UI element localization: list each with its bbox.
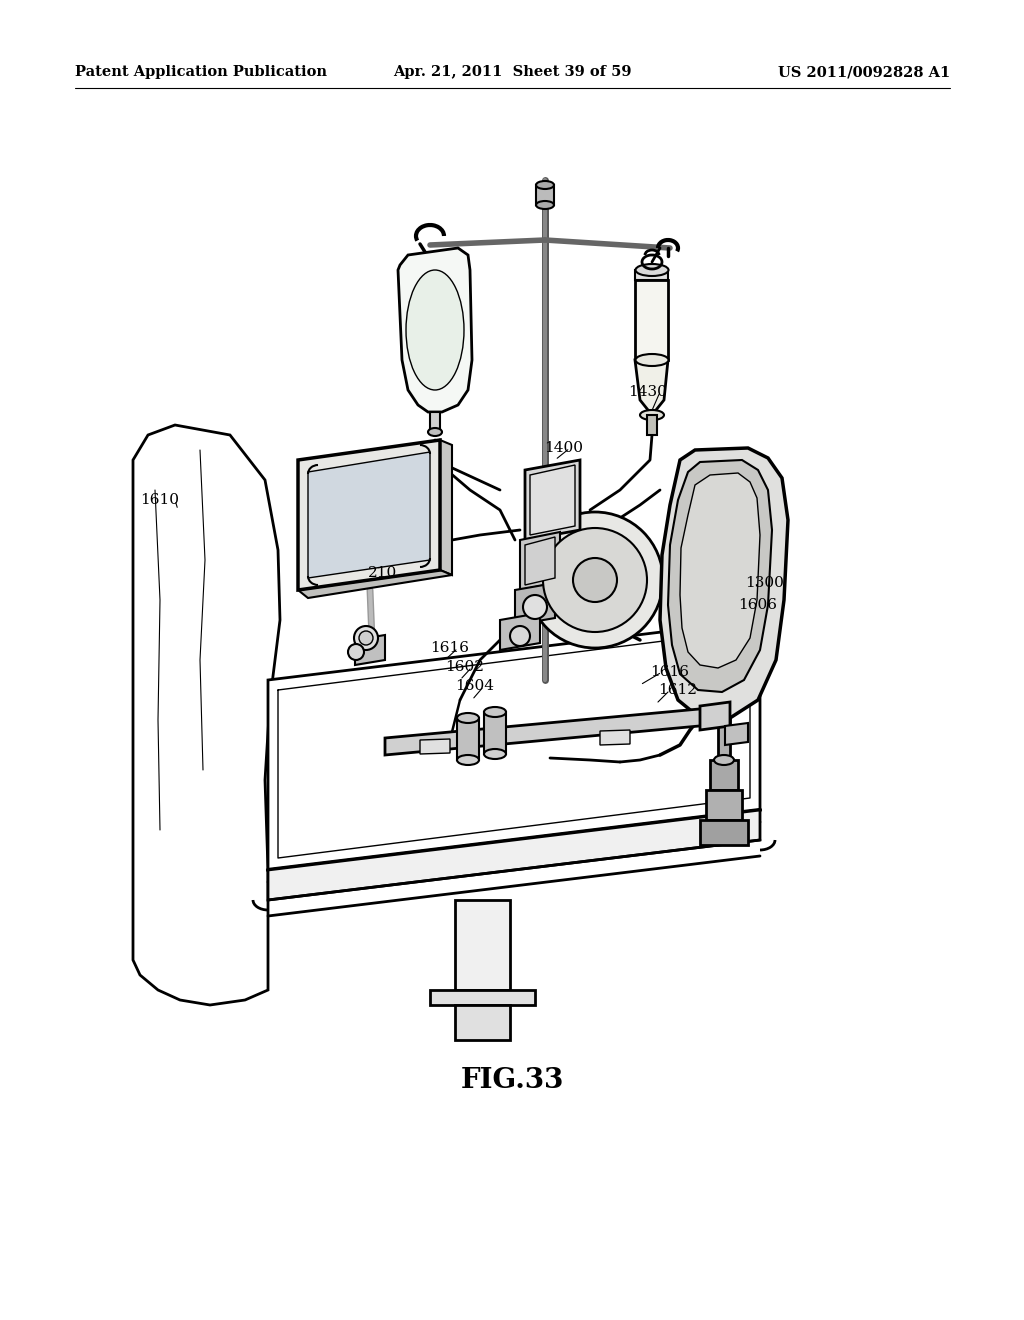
Polygon shape bbox=[706, 789, 742, 820]
Text: 1612: 1612 bbox=[658, 682, 697, 697]
Ellipse shape bbox=[536, 201, 554, 209]
Polygon shape bbox=[718, 718, 730, 760]
Text: 1610: 1610 bbox=[140, 492, 179, 507]
Ellipse shape bbox=[406, 271, 464, 389]
Text: 1430: 1430 bbox=[628, 385, 667, 399]
Text: 1604: 1604 bbox=[455, 678, 494, 693]
Polygon shape bbox=[525, 537, 555, 585]
Polygon shape bbox=[635, 271, 668, 280]
Polygon shape bbox=[385, 708, 710, 755]
Polygon shape bbox=[430, 412, 440, 432]
Ellipse shape bbox=[636, 354, 669, 366]
Polygon shape bbox=[515, 583, 555, 624]
Text: 1606: 1606 bbox=[738, 598, 777, 612]
Circle shape bbox=[527, 512, 663, 648]
Text: 1400: 1400 bbox=[544, 441, 583, 455]
Ellipse shape bbox=[640, 411, 664, 420]
Circle shape bbox=[354, 626, 378, 649]
Polygon shape bbox=[700, 702, 730, 730]
Polygon shape bbox=[647, 414, 657, 436]
Polygon shape bbox=[298, 570, 452, 598]
Polygon shape bbox=[133, 425, 280, 1005]
Ellipse shape bbox=[714, 755, 734, 766]
Polygon shape bbox=[660, 447, 788, 718]
Polygon shape bbox=[457, 718, 479, 760]
Polygon shape bbox=[268, 810, 760, 900]
Polygon shape bbox=[455, 1005, 510, 1040]
Polygon shape bbox=[268, 620, 760, 870]
Text: 1300: 1300 bbox=[745, 576, 784, 590]
Polygon shape bbox=[530, 465, 575, 535]
Polygon shape bbox=[680, 473, 760, 668]
Polygon shape bbox=[500, 612, 540, 649]
Text: 1602: 1602 bbox=[445, 660, 484, 675]
Polygon shape bbox=[725, 723, 748, 744]
Ellipse shape bbox=[636, 264, 669, 276]
Polygon shape bbox=[355, 635, 385, 665]
Polygon shape bbox=[600, 730, 630, 744]
Circle shape bbox=[543, 528, 647, 632]
Text: 210: 210 bbox=[368, 566, 397, 579]
Text: 1616: 1616 bbox=[650, 665, 689, 678]
Circle shape bbox=[348, 644, 364, 660]
Circle shape bbox=[523, 595, 547, 619]
Polygon shape bbox=[398, 248, 472, 412]
Text: Patent Application Publication: Patent Application Publication bbox=[75, 65, 327, 79]
Ellipse shape bbox=[457, 755, 479, 766]
Polygon shape bbox=[308, 451, 430, 578]
Polygon shape bbox=[525, 459, 580, 540]
Text: 1616: 1616 bbox=[430, 642, 469, 655]
Polygon shape bbox=[668, 459, 772, 692]
Polygon shape bbox=[635, 360, 668, 414]
Circle shape bbox=[573, 558, 617, 602]
Polygon shape bbox=[455, 900, 510, 990]
Polygon shape bbox=[298, 440, 440, 590]
Polygon shape bbox=[710, 760, 738, 789]
Polygon shape bbox=[440, 440, 452, 576]
Ellipse shape bbox=[457, 713, 479, 723]
Polygon shape bbox=[635, 280, 668, 360]
Polygon shape bbox=[536, 185, 554, 205]
Ellipse shape bbox=[484, 708, 506, 717]
Circle shape bbox=[510, 626, 530, 645]
Text: Apr. 21, 2011  Sheet 39 of 59: Apr. 21, 2011 Sheet 39 of 59 bbox=[393, 65, 631, 79]
Text: US 2011/0092828 A1: US 2011/0092828 A1 bbox=[778, 65, 950, 79]
Ellipse shape bbox=[536, 181, 554, 189]
Polygon shape bbox=[430, 990, 535, 1005]
Circle shape bbox=[359, 631, 373, 645]
Text: FIG.33: FIG.33 bbox=[461, 1067, 563, 1093]
Ellipse shape bbox=[484, 748, 506, 759]
Polygon shape bbox=[420, 739, 450, 754]
Polygon shape bbox=[520, 532, 560, 590]
Polygon shape bbox=[700, 820, 748, 845]
Ellipse shape bbox=[428, 428, 442, 436]
Polygon shape bbox=[484, 711, 506, 754]
